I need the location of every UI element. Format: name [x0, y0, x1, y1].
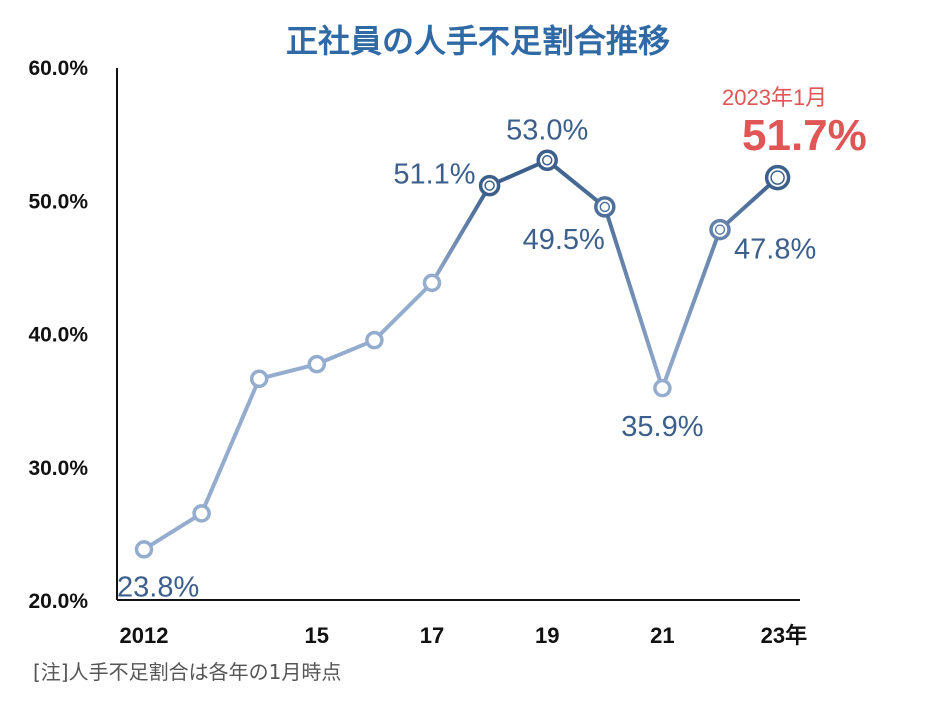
data-point [478, 174, 501, 197]
x-tick-label: 21 [650, 623, 674, 648]
line-segment [314, 338, 377, 367]
x-tick-label: 19 [535, 623, 559, 648]
data-label: 47.8% [734, 234, 816, 266]
line-segment [545, 158, 607, 209]
data-point [594, 196, 616, 218]
series-line [142, 158, 780, 552]
highlight-value-label: 51.7% [742, 111, 867, 160]
data-point [709, 218, 731, 241]
line-segment [660, 227, 722, 391]
line-segment [372, 280, 434, 343]
data-label: 49.5% [523, 224, 605, 256]
y-axis-ticks: 20.0% 30.0% 40.0% 50.0% 60.0% [28, 57, 88, 613]
data-point [764, 164, 791, 191]
y-tick-label: 40.0% [28, 324, 88, 347]
x-tick-label: 23年 [761, 623, 807, 648]
line-segment [718, 175, 780, 232]
data-label: 51.1% [393, 159, 475, 191]
data-point [134, 540, 154, 559]
data-point [536, 149, 558, 172]
x-tick-label: 15 [305, 623, 329, 648]
data-label: 35.9% [621, 411, 703, 443]
x-axis-ticks: 2012 15 17 19 21 23年 [120, 623, 808, 648]
data-point [192, 504, 211, 523]
series-points [134, 149, 791, 559]
data-point [365, 330, 384, 350]
y-tick-label: 20.0% [28, 590, 88, 613]
data-label: 23.8% [117, 571, 199, 603]
data-point [422, 273, 442, 293]
x-tick-label: 2012 [120, 623, 169, 648]
data-labels: 23.8% 51.1% 53.0% 49.5% 35.9% 47.8% [117, 114, 816, 603]
y-tick-label: 50.0% [28, 190, 88, 213]
highlight-date-label: 2023年1月 [722, 85, 827, 110]
y-tick-label: 30.0% [28, 457, 88, 480]
line-chart: 正社員の人手不足割合推移 20.0% 30.0% 40.0% 50.0% 60.0% 2… [28, 22, 867, 648]
line-segment [430, 183, 492, 285]
line-segment [199, 376, 262, 516]
data-point [307, 354, 327, 374]
x-tick-label: 17 [420, 623, 444, 648]
data-point [249, 369, 269, 389]
y-tick-label: 60.0% [28, 57, 88, 80]
chart-title: 正社員の人手不足割合推移 [286, 22, 670, 60]
footnote: [注]人手不足割合は各年の1月時点 [33, 660, 342, 684]
line-segment [257, 362, 319, 381]
line-segment [602, 204, 665, 391]
line-segment [142, 511, 204, 552]
data-point [653, 378, 672, 398]
data-label: 53.0% [506, 114, 588, 146]
